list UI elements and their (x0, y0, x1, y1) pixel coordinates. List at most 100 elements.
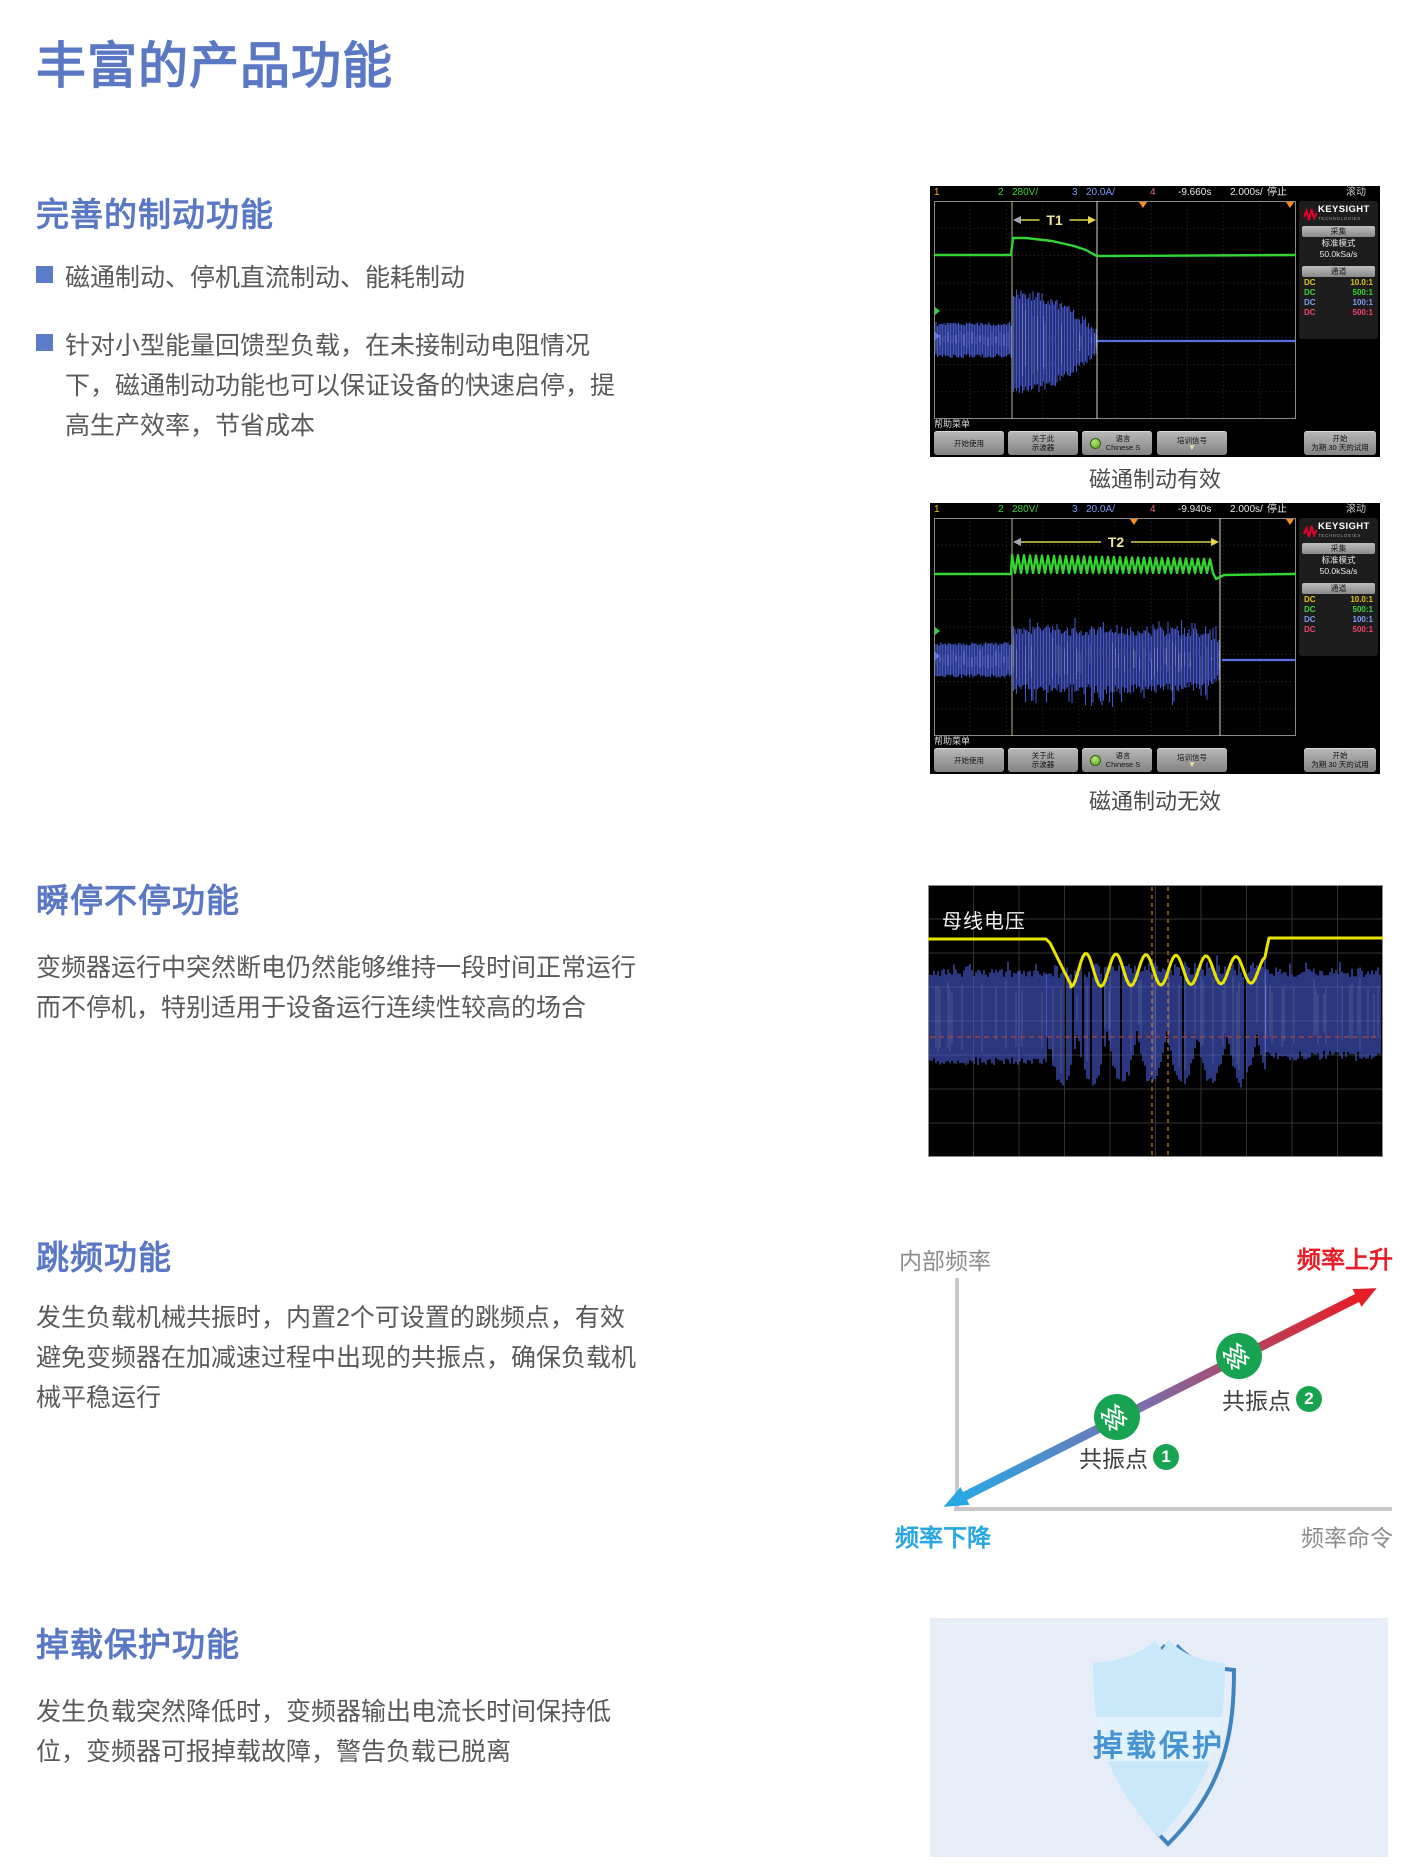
resonance-text: 共振点 (1079, 1446, 1148, 1472)
section-body-jump-freq: 发生负载机械共振时，内置2个可设置的跳频点，有效 避免变频器在加减速过程中出现的… (36, 1304, 637, 1412)
keysight-logo: KEYSIGHT TECHNOLOGIES (1299, 520, 1378, 541)
acquire-mode-text: 标准模式 (1321, 555, 1356, 565)
keysight-spark-icon (1303, 207, 1318, 221)
softkey-about-scope: 关于此 示波器 (1008, 431, 1078, 455)
load-loss-panel: 掉载保护 (930, 1618, 1388, 1857)
scope-header: 1 2 280V/ 3 20.0A/ 4 -9.940s 2.000s/ 停止 … (930, 503, 1380, 518)
sample-rate: 50.0kSa/s (1319, 249, 1358, 259)
ch4-probe-ratio: 500:1 (1352, 308, 1373, 317)
ch1-probe-ratio: 10.0:1 (1350, 595, 1373, 604)
help-menu-label: 帮助菜单 (934, 736, 971, 746)
channel-2-label: 2 (998, 504, 1004, 515)
x-axis-label: 频率命令 (1301, 1525, 1393, 1551)
bullet-item-2: 针对小型能量回馈型负载，在未接制动电阻情况 下，磁通制动功能也可以保证设备的快速… (36, 326, 615, 446)
acquire-mode: 滚动 (1346, 187, 1366, 198)
ch1-coupling: DC (1304, 278, 1316, 287)
ch2-probe-ratio: 500:1 (1352, 605, 1373, 614)
keysight-spark-icon (1303, 524, 1318, 538)
ch3-coupling: DC (1304, 615, 1316, 624)
resonance-point-2-label: 共振点 2 (1222, 1382, 1322, 1416)
ch4-probe-ratio: 500:1 (1352, 625, 1373, 634)
shield-body (1093, 1640, 1225, 1837)
down-arrow-icon: ▼ (1188, 759, 1196, 769)
jump-frequency-diagram: 内部频率 频率上升 频率下降 频率命令 共振点 1 共振点 2 (895, 1238, 1395, 1560)
language-icon (1090, 755, 1101, 766)
brand-sub: TECHNOLOGIES (1318, 216, 1361, 221)
ch1-coupling: DC (1304, 595, 1316, 604)
softkey-label: 为期 30 天的试用 (1311, 443, 1369, 452)
softkey-label: 语言 (1115, 751, 1131, 760)
y-axis-label: 内部频率 (899, 1248, 991, 1274)
bus-waveform-plot (928, 885, 1383, 1157)
bullet-text: 磁通制动、停机直流制动、能耗制动 (65, 264, 466, 292)
time-scale: 2.000s/ (1230, 504, 1263, 515)
channel-3-label: 3 (1072, 504, 1078, 515)
section-body-load-loss: 发生负载突然降低时，变频器输出电流长时间保持低 位，变频器可报掉载故障，警告负载… (36, 1698, 612, 1766)
softkey-language: 语言 Chinese S (1082, 431, 1152, 455)
acquire-bar: 采集 (1302, 543, 1375, 554)
ch2-coupling: DC (1304, 288, 1316, 297)
waveform-plot: T2 (934, 518, 1296, 736)
softkey-label: 关于此 (1031, 751, 1055, 760)
channel-3-scale: 20.0A/ (1086, 187, 1115, 198)
sample-rate: 50.0kSa/s (1319, 566, 1358, 576)
frequency-rise-label: 频率上升 (1297, 1247, 1393, 1274)
softkey-label: Chinese S (1105, 760, 1141, 769)
softkey-label: 为期 30 天的试用 (1311, 760, 1369, 769)
ch3-probe-ratio: 100:1 (1352, 298, 1373, 307)
softkey-start-trial: 开始 为期 30 天的试用 (1304, 748, 1376, 772)
ch4-coupling: DC (1304, 625, 1316, 634)
keysight-panel: KEYSIGHT TECHNOLOGIES 采集 标准模式 50.0kSa/s 通… (1299, 518, 1378, 656)
ch3-probe-ratio: 100:1 (1352, 615, 1373, 624)
softkey-training-signals: 培训信号 ▼ (1157, 748, 1227, 772)
channel-4-label: 4 (1150, 187, 1156, 198)
oscilloscope-screenshot-brake-off: 1 2 280V/ 3 20.0A/ 4 -9.940s 2.000s/ 停止 … (930, 503, 1380, 774)
run-state: 停止 (1267, 504, 1287, 515)
softkey-label: 开始 (1332, 751, 1348, 760)
language-icon (1090, 438, 1101, 449)
softkey-language: 语言 Chinese S (1082, 748, 1152, 772)
run-state: 停止 (1267, 187, 1287, 198)
svg-text:T1: T1 (1046, 212, 1063, 228)
scope-header: 1 2 280V/ 3 20.0A/ 4 -9.660s 2.000s/ 停止 … (930, 186, 1380, 201)
jump-diagram-canvas (943, 1278, 1392, 1511)
channel-3-scale: 20.0A/ (1086, 504, 1115, 515)
ch1-probe-ratio: 10.0:1 (1350, 278, 1373, 287)
section-heading-brake: 完善的制动功能 (36, 196, 274, 233)
frequency-fall-label: 频率下降 (895, 1525, 991, 1552)
resonance-text: 共振点 (1222, 1388, 1291, 1414)
svg-text:T2: T2 (1108, 534, 1125, 550)
ch4-coupling: DC (1304, 308, 1316, 317)
brand-name: KEYSIGHT (1318, 521, 1370, 532)
softkey-label: 开始使用 (954, 438, 984, 448)
ch2-coupling: DC (1304, 605, 1316, 614)
softkey-get-started: 开始使用 (934, 748, 1004, 772)
section-heading-ride-through: 瞬停不停功能 (36, 882, 240, 919)
softkey-label: 开始使用 (954, 755, 984, 765)
softkey-start-trial: 开始 为期 30 天的试用 (1304, 431, 1376, 455)
softkey-label: 培训信号 (1177, 435, 1207, 445)
softkey-training-signals: 培训信号 ▼ (1157, 431, 1227, 455)
channel-3-label: 3 (1072, 187, 1078, 198)
shield-icon (1093, 1640, 1237, 1847)
oscilloscope-screenshot-brake-on: 1 2 280V/ 3 20.0A/ 4 -9.660s 2.000s/ 停止 … (930, 186, 1380, 457)
time-offset: -9.660s (1178, 187, 1212, 198)
keysight-panel: KEYSIGHT TECHNOLOGIES 采集 标准模式 50.0kSa/s 通… (1299, 201, 1378, 339)
channel-2-scale: 280V/ (1012, 187, 1039, 198)
down-arrow-icon: ▼ (1188, 442, 1196, 452)
softkey-label: 关于此 (1031, 434, 1055, 443)
help-menu-label: 帮助菜单 (934, 419, 971, 429)
channel-bar: 通道 (1302, 266, 1375, 277)
ch3-coupling: DC (1304, 298, 1316, 307)
bullet-square-icon (36, 334, 53, 351)
caption-brake-on: 磁通制动有效 (1088, 467, 1221, 492)
oscilloscope-screenshot-bus-voltage: 母线电压 (928, 885, 1383, 1157)
channel-1-label: 1 (934, 187, 940, 198)
brand-sub: TECHNOLOGIES (1318, 533, 1361, 538)
softkey-label: Chinese S (1105, 443, 1141, 452)
ch2-probe-ratio: 500:1 (1352, 288, 1373, 297)
section-body-ride-through: 变频器运行中突然断电仍然能够维持一段时间正常运行 而不停机，特别适用于设备运行连… (36, 954, 637, 1022)
channel-1-label: 1 (934, 504, 940, 515)
shield-label: 掉载保护 (1093, 1730, 1225, 1763)
